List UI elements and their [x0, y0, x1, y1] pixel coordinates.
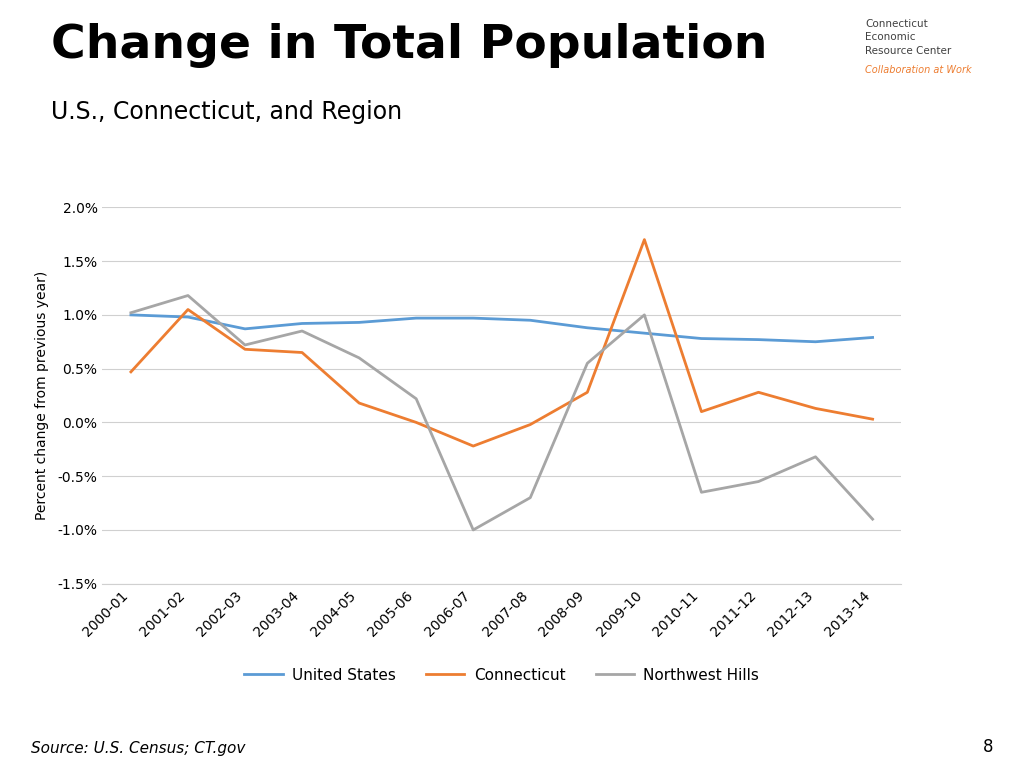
- Legend: United States, Connecticut, Northwest Hills: United States, Connecticut, Northwest Hi…: [239, 662, 765, 689]
- Connecticut: [296, 348, 308, 357]
- Northwest Hills: [410, 394, 422, 403]
- United States: [296, 319, 308, 328]
- Text: 8: 8: [983, 739, 993, 756]
- Northwest Hills: [524, 493, 537, 502]
- United States: [695, 334, 708, 343]
- Northwest Hills: [239, 340, 251, 349]
- Northwest Hills: [866, 515, 879, 524]
- Northwest Hills: [695, 488, 708, 497]
- Northwest Hills: [809, 452, 821, 462]
- United States: [239, 324, 251, 333]
- United States: [467, 313, 479, 323]
- Northwest Hills: [753, 477, 765, 486]
- Northwest Hills: [125, 308, 137, 317]
- Northwest Hills: [296, 326, 308, 336]
- Line: Northwest Hills: Northwest Hills: [131, 296, 872, 530]
- Connecticut: [353, 399, 366, 408]
- Line: United States: United States: [131, 315, 872, 342]
- United States: [582, 323, 594, 333]
- Connecticut: [809, 404, 821, 413]
- United States: [866, 333, 879, 342]
- Connecticut: [695, 407, 708, 416]
- United States: [753, 335, 765, 344]
- Connecticut: [182, 305, 195, 314]
- Y-axis label: Percent change from previous year): Percent change from previous year): [35, 271, 49, 520]
- Connecticut: [524, 420, 537, 429]
- Text: Collaboration at Work: Collaboration at Work: [865, 65, 972, 75]
- Connecticut: [239, 345, 251, 354]
- Line: Connecticut: Connecticut: [131, 240, 872, 446]
- Northwest Hills: [582, 359, 594, 368]
- Northwest Hills: [353, 353, 366, 362]
- United States: [125, 310, 137, 319]
- United States: [524, 316, 537, 325]
- United States: [353, 318, 366, 327]
- Connecticut: [410, 418, 422, 427]
- United States: [638, 329, 650, 338]
- Text: U.S., Connecticut, and Region: U.S., Connecticut, and Region: [51, 100, 402, 124]
- Connecticut: [638, 235, 650, 244]
- Connecticut: [582, 388, 594, 397]
- Northwest Hills: [638, 310, 650, 319]
- Connecticut: [125, 367, 137, 376]
- Connecticut: [467, 442, 479, 451]
- Northwest Hills: [182, 291, 195, 300]
- Connecticut: [866, 415, 879, 424]
- United States: [809, 337, 821, 346]
- Text: Change in Total Population: Change in Total Population: [51, 23, 768, 68]
- Text: Source: U.S. Census; CT.gov: Source: U.S. Census; CT.gov: [31, 741, 245, 756]
- United States: [410, 313, 422, 323]
- Text: Connecticut
Economic
Resource Center: Connecticut Economic Resource Center: [865, 19, 951, 55]
- United States: [182, 313, 195, 322]
- Northwest Hills: [467, 525, 479, 535]
- Connecticut: [753, 388, 765, 397]
